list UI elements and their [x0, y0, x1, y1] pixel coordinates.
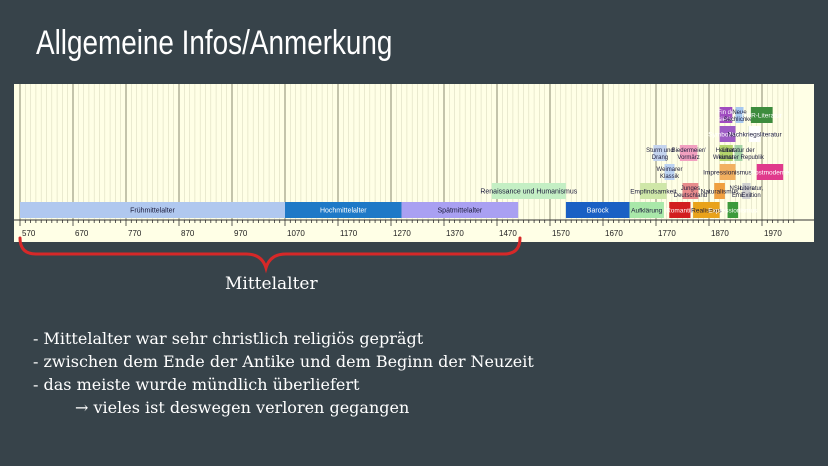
- epoch-bar: [750, 107, 773, 123]
- epoch-bar: [742, 183, 751, 199]
- epoch-label: Weimarer: [657, 167, 683, 173]
- epoch-bar: [682, 183, 699, 199]
- epoch-label: Aufklärung: [631, 208, 662, 215]
- tick-label: 1470: [499, 229, 517, 238]
- epoch-bar: [285, 202, 402, 218]
- epoch-label: Fin de: [718, 110, 735, 116]
- epoch-label: Barock: [587, 208, 609, 215]
- epoch-bar: [565, 202, 630, 218]
- epoch-label: Drang: [652, 155, 668, 161]
- tick-label: 1670: [605, 229, 623, 238]
- epoch-label: Realismus: [691, 208, 722, 215]
- epoch-bar: [714, 183, 725, 199]
- epoch-bar: [719, 145, 733, 161]
- bullet-item: - das meiste wurde mündlich überliefert: [33, 375, 360, 394]
- epoch-bar: [20, 202, 285, 218]
- slide-title: Allgemeine Infos/Anmerkung: [36, 24, 393, 62]
- epoch-label: kunst: [719, 155, 734, 161]
- epoch-label: Renaissance und Humanismus: [480, 189, 577, 196]
- epoch-label: Postmoderne: [751, 170, 790, 177]
- epoch-bar: [727, 202, 739, 218]
- epoch-bar: [679, 145, 698, 161]
- epoch-label: Sachlichkeit: [723, 117, 755, 123]
- epoch-bar: [491, 183, 566, 199]
- epoch-bar: [748, 126, 761, 142]
- epoch-label: Naturalismus: [701, 189, 740, 196]
- epoch-label: Romantik: [666, 208, 694, 215]
- brace-path: [18, 236, 522, 274]
- epoch-label: Vormärz: [677, 155, 699, 161]
- epoch-label: Heimat-: [716, 148, 737, 154]
- epoch-bar: [719, 107, 733, 123]
- epoch-label: Exil: [742, 193, 752, 199]
- epoch-label: Sturm und: [646, 148, 674, 154]
- timeline-chart: 570 670 770 870 970 1070 1170 1270 1370 1470 1570 1…: [14, 84, 814, 242]
- tick-label: 970: [234, 229, 248, 238]
- epoch-bar: [756, 164, 784, 180]
- tick-label: 1970: [764, 229, 782, 238]
- epoch-label: DDR-Literatur: [742, 113, 783, 120]
- epoch-label: NS-Literatur,: [730, 186, 764, 192]
- epoch-label: Weimarer Republik: [713, 155, 765, 161]
- epoch-label: Literatur der: [722, 148, 754, 154]
- bullet-list: - Mittelalter war sehr christlich religi…: [33, 327, 534, 419]
- tick-label: 1370: [446, 229, 464, 238]
- epoch-bar: [719, 126, 736, 142]
- epoch-bar: [735, 107, 744, 123]
- epoch-bar: [653, 145, 667, 161]
- epoch-bar: [734, 145, 743, 161]
- epoch-bar: [401, 202, 519, 218]
- epoch-bar: [693, 202, 720, 218]
- mittelalter-brace: [18, 236, 522, 274]
- epoch-label: Frühmittelalter: [130, 208, 175, 215]
- epoch-label: Nachkriegsliteratur: [727, 132, 782, 139]
- tick-label: 870: [181, 229, 195, 238]
- epoch-label: Klassik: [660, 174, 680, 180]
- bullet-item: - zwischen dem Ende der Antike und dem B…: [33, 352, 534, 371]
- epoch-bar: [719, 164, 736, 180]
- epoch-label: Empfindsamkeit: [630, 189, 676, 196]
- epoch-label: siècle: [718, 117, 734, 123]
- tick-label: 1070: [287, 229, 305, 238]
- epoch-bar: [669, 202, 691, 218]
- brace-label: Mittelalter: [225, 274, 318, 294]
- epoch-label: Biedermeier/: [672, 148, 706, 154]
- epoch-label: Expressionismus: [708, 208, 758, 215]
- bullet-item: - Mittelalter war sehr christlich religi…: [33, 329, 424, 348]
- tick-label: 1870: [711, 229, 729, 238]
- tick-label: 770: [128, 229, 142, 238]
- epoch-label: Deutschland: [674, 193, 707, 199]
- tick-label: 670: [75, 229, 89, 238]
- tick-label: 1570: [552, 229, 570, 238]
- epoch-label: Junges: [681, 186, 700, 192]
- sub-bullet-item: → vieles ist deswegen verloren gegangen: [75, 398, 410, 417]
- epoch-label: Hochmittelalter: [320, 208, 367, 215]
- tick-label: 1170: [340, 229, 358, 238]
- epoch-label: Spätmittelalter: [438, 208, 483, 215]
- timeline-svg: 570 670 770 870 970 1070 1170 1270 1370 1470 1570 1…: [14, 84, 814, 238]
- epoch-bar: [664, 164, 675, 180]
- epoch-label: Symbolismus: [708, 132, 747, 139]
- epoch-label: Neue: [732, 110, 747, 116]
- epoch-bar: [629, 202, 664, 218]
- epoch-label: Impressionismus: [703, 170, 753, 177]
- tick-label: 1770: [658, 229, 676, 238]
- epoch-bar: [640, 183, 667, 199]
- tick-label: 1270: [393, 229, 411, 238]
- tick-label: 570: [22, 229, 36, 238]
